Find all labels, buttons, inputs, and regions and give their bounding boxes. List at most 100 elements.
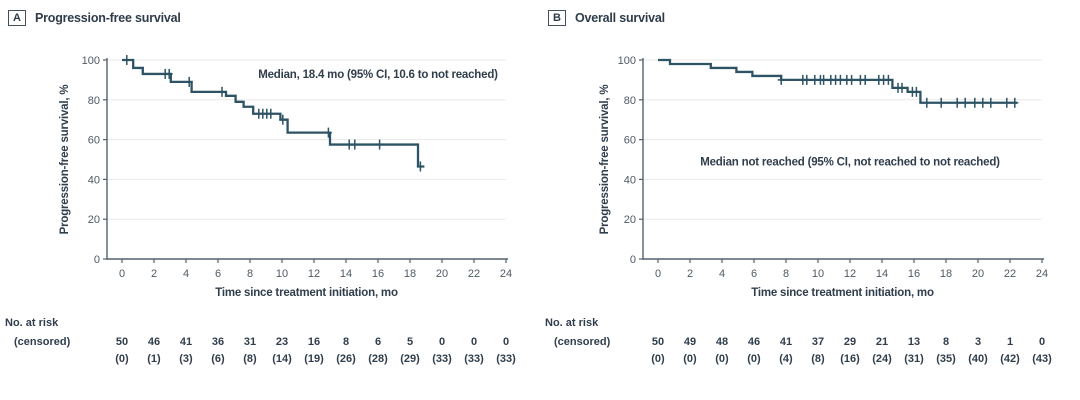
x-tick-label: 2 <box>687 268 693 280</box>
censored-count: (0) <box>115 353 129 365</box>
censored-count: (14) <box>272 353 292 365</box>
censored-count: (24) <box>872 353 892 365</box>
y-axis-label: Progression-free survival, % <box>599 85 611 235</box>
at-risk-count: 5 <box>407 336 413 348</box>
x-tick-label: 16 <box>372 268 384 280</box>
x-tick-label: 18 <box>404 268 416 280</box>
y-axis-label: Progression-free survival, % <box>59 85 71 235</box>
at-risk-count: 49 <box>684 336 696 348</box>
at-risk-count: 8 <box>943 336 949 348</box>
x-tick-label: 4 <box>719 268 725 280</box>
censored-count: (26) <box>336 353 356 365</box>
y-tick-label: 40 <box>624 174 636 186</box>
at-risk-count: 13 <box>908 336 920 348</box>
x-tick-label: 8 <box>247 268 253 280</box>
censored-count: (8) <box>243 353 257 365</box>
censored-count: (33) <box>464 353 484 365</box>
at-risk-count: 0 <box>503 336 509 348</box>
at-risk-count: 6 <box>375 336 381 348</box>
censored-count: (0) <box>715 353 729 365</box>
x-tick-label: 10 <box>812 268 824 280</box>
censored-count: (28) <box>368 353 388 365</box>
at-risk-count: 8 <box>343 336 349 348</box>
risk-table-label: No. at risk <box>545 317 599 329</box>
x-tick-label: 18 <box>940 268 952 280</box>
at-risk-count: 1 <box>1007 336 1013 348</box>
at-risk-count: 46 <box>148 336 160 348</box>
median-annotation: Median, 18.4 mo (95% CI, 10.6 to not rea… <box>258 69 498 81</box>
at-risk-count: 41 <box>780 336 792 348</box>
x-tick-label: 20 <box>436 268 448 280</box>
censored-count: (31) <box>904 353 924 365</box>
at-risk-count: 31 <box>244 336 256 348</box>
gridlines <box>643 59 1042 220</box>
censor-marks <box>777 74 1019 108</box>
censored-count: (43) <box>1032 353 1052 365</box>
survival-curve <box>122 58 425 168</box>
censored-count: (1) <box>147 353 161 365</box>
y-tick-label: 100 <box>618 55 636 67</box>
risk-table-censored-label: (censored) <box>554 336 611 348</box>
at-risk-count: 23 <box>276 336 288 348</box>
at-risk-count: 50 <box>652 336 664 348</box>
censored-count: (4) <box>779 353 793 365</box>
censor-marks <box>123 55 424 172</box>
axes <box>642 58 1044 260</box>
y-tick-label: 80 <box>624 95 636 107</box>
x-tick-label: 6 <box>215 268 221 280</box>
censored-count: (16) <box>840 353 860 365</box>
x-tick-label: 14 <box>340 268 352 280</box>
at-risk-count: 48 <box>716 336 728 348</box>
censored-count: (40) <box>968 353 988 365</box>
at-risk-count: 29 <box>844 336 856 348</box>
x-tick-label: 14 <box>876 268 888 280</box>
x-tick-label: 24 <box>1036 268 1048 280</box>
censored-count: (29) <box>400 353 420 365</box>
y-tick-label: 0 <box>94 254 100 266</box>
y-tick-label: 60 <box>624 135 636 147</box>
y-tick-label: 0 <box>630 254 636 266</box>
at-risk-count: 36 <box>212 336 224 348</box>
y-tick-label: 80 <box>88 95 100 107</box>
at-risk-count: 0 <box>1039 336 1045 348</box>
at-risk-count: 50 <box>116 336 128 348</box>
x-tick-label: 0 <box>655 268 661 280</box>
at-risk-count: 21 <box>876 336 888 348</box>
x-tick-label: 16 <box>908 268 920 280</box>
censored-count: (8) <box>811 353 825 365</box>
at-risk-count: 0 <box>471 336 477 348</box>
y-tick-label: 20 <box>624 214 636 226</box>
at-risk-count: 0 <box>439 336 445 348</box>
x-tick-label: 2 <box>151 268 157 280</box>
at-risk-count: 46 <box>748 336 760 348</box>
panel-a-letter: A <box>8 10 26 26</box>
censored-count: (0) <box>651 353 665 365</box>
x-tick-label: 22 <box>1004 268 1016 280</box>
at-risk-count: 16 <box>308 336 320 348</box>
gridlines <box>107 59 506 220</box>
y-tick-label: 100 <box>82 55 100 67</box>
x-tick-label: 8 <box>783 268 789 280</box>
survival-curve <box>658 58 1018 104</box>
x-tick-label: 10 <box>276 268 288 280</box>
y-tick-label: 60 <box>88 135 100 147</box>
censored-count: (0) <box>747 353 761 365</box>
x-tick-label: 20 <box>972 268 984 280</box>
x-tick-label: 12 <box>844 268 856 280</box>
x-axis-label: Time since treatment initiation, mo <box>751 287 934 299</box>
censored-count: (6) <box>211 353 225 365</box>
censored-count: (35) <box>936 353 956 365</box>
risk-table-label: No. at risk <box>5 317 59 329</box>
median-annotation: Median not reached (95% CI, not reached … <box>700 156 1000 168</box>
panel-a-title: Progression-free survival <box>34 11 181 25</box>
y-axis-ticks: 0 20 40 60 80 100 <box>618 55 643 266</box>
x-tick-label: 12 <box>308 268 320 280</box>
x-axis-ticks: 0 2 4 6 8 10 12 14 16 18 20 22 24 <box>119 259 512 280</box>
x-axis-label: Time since treatment initiation, mo <box>215 287 398 299</box>
x-tick-label: 22 <box>468 268 480 280</box>
y-axis-ticks: 0 20 40 60 80 100 <box>82 55 107 266</box>
y-tick-label: 40 <box>88 174 100 186</box>
at-risk-count: 41 <box>180 336 192 348</box>
